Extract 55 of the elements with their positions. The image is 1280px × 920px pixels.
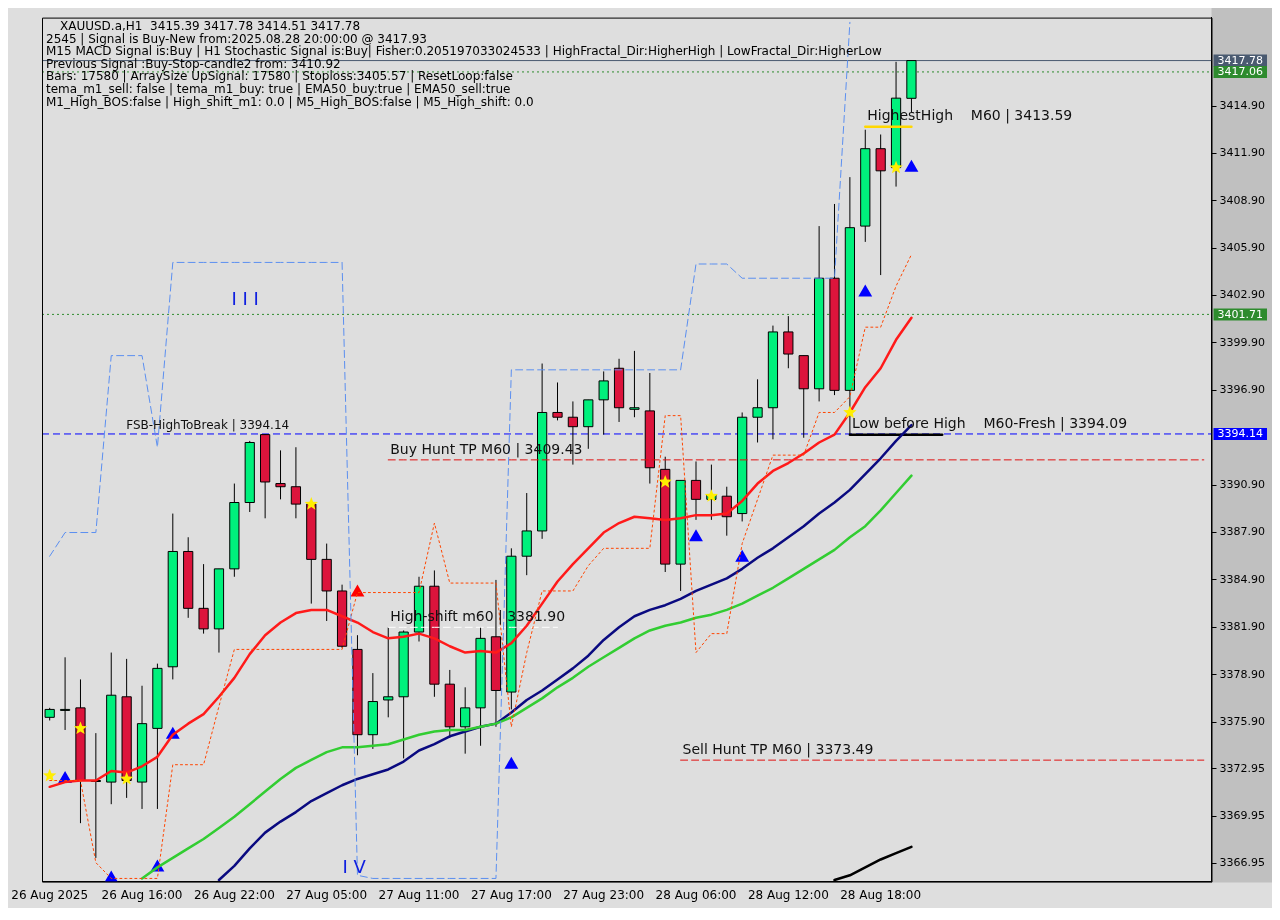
x-tick-label: 27 Aug 17:00 <box>470 887 552 902</box>
point <box>859 285 872 297</box>
ref-line-label: 3401.71 <box>1217 307 1264 321</box>
y-tick-label: 3369.95 <box>1219 808 1266 822</box>
y-tick-label: 3384.90 <box>1219 572 1266 586</box>
candlestick <box>552 381 563 421</box>
point <box>889 160 903 174</box>
x-tick-label: 28 Aug 18:00 <box>840 887 922 902</box>
y-tick-label: 3375.90 <box>1219 714 1266 728</box>
y-tick-label: 3372.95 <box>1219 761 1266 775</box>
annotation: FSB-HighToBreak | 3394.14 <box>126 418 290 433</box>
y-tick-label: 3399.90 <box>1219 335 1266 349</box>
y-tick-label: 3402.90 <box>1219 288 1266 302</box>
annotation: 2545 | Signal is Buy-New from:2025.08.28 20:00:00 @ 3417.93 <box>46 31 427 46</box>
x-tick-label: 26 Aug 22:00 <box>193 887 275 902</box>
y-tick-label: 3378.90 <box>1219 667 1266 681</box>
point <box>735 550 749 562</box>
point <box>43 768 57 782</box>
point <box>905 160 918 172</box>
y-tick-label: 3405.90 <box>1219 241 1266 255</box>
annotation: I I I <box>231 287 259 309</box>
x-tick-label: 28 Aug 12:00 <box>747 887 829 902</box>
ref-line-label: 3417.06 <box>1217 65 1264 79</box>
x-tick-label: 26 Aug 2025 <box>11 887 89 902</box>
y-tick-label: 3387.90 <box>1219 525 1266 539</box>
chart-title: XAUUSD.a,H1 3415.39 3417.78 3414.51 3417.78 <box>60 18 361 33</box>
series-label: Sell Hunt TP M60 | 3373.49 <box>682 740 874 758</box>
y-tick-label: 3411.90 <box>1219 146 1266 160</box>
point <box>689 530 703 542</box>
ref-line-label: 3417.78 <box>1217 53 1264 67</box>
point <box>843 405 857 419</box>
x-tick-label: 27 Aug 23:00 <box>563 887 645 902</box>
x-tick-label: 27 Aug 11:00 <box>378 887 460 902</box>
annotation: M15 MACD Signal is:Buy | H1 Stochastic Signal is:Buy| Fisher:0.205197033024533 | HighFractal_Dir:HigherHigh | LowFractal_Dir:HigherLow <box>46 44 883 59</box>
point <box>73 721 88 735</box>
point <box>304 497 318 510</box>
annotation: tema_m1_sell: false | tema_m1_buy: true | EMA50_buy:true | EMA50_sell:true <box>46 82 511 96</box>
y-tick-label: 3390.90 <box>1219 478 1266 491</box>
candlestick <box>752 378 763 443</box>
candlestick <box>629 350 640 418</box>
ref-line-label: 3394.14 <box>1217 427 1264 441</box>
x-tick-label: 28 Aug 06:00 <box>655 887 737 902</box>
x-tick-label: 26 Aug 16:00 <box>101 887 183 902</box>
y-tick-label: 3396.90 <box>1219 383 1266 397</box>
y-tick-label: 3366.95 <box>1219 856 1266 870</box>
y-tick-label: 3381.90 <box>1219 620 1266 634</box>
point <box>704 489 719 502</box>
point <box>119 771 134 785</box>
series-label: Low before High M60-Fresh | 3394.09 <box>851 415 1128 433</box>
point <box>658 474 672 488</box>
y-tick-label: 3414.90 <box>1219 98 1266 112</box>
point <box>505 757 518 769</box>
y-tick-label: 3408.90 <box>1219 193 1266 207</box>
annotation: I V <box>342 856 367 878</box>
x-tick-label: 27 Aug 05:00 <box>286 887 368 902</box>
